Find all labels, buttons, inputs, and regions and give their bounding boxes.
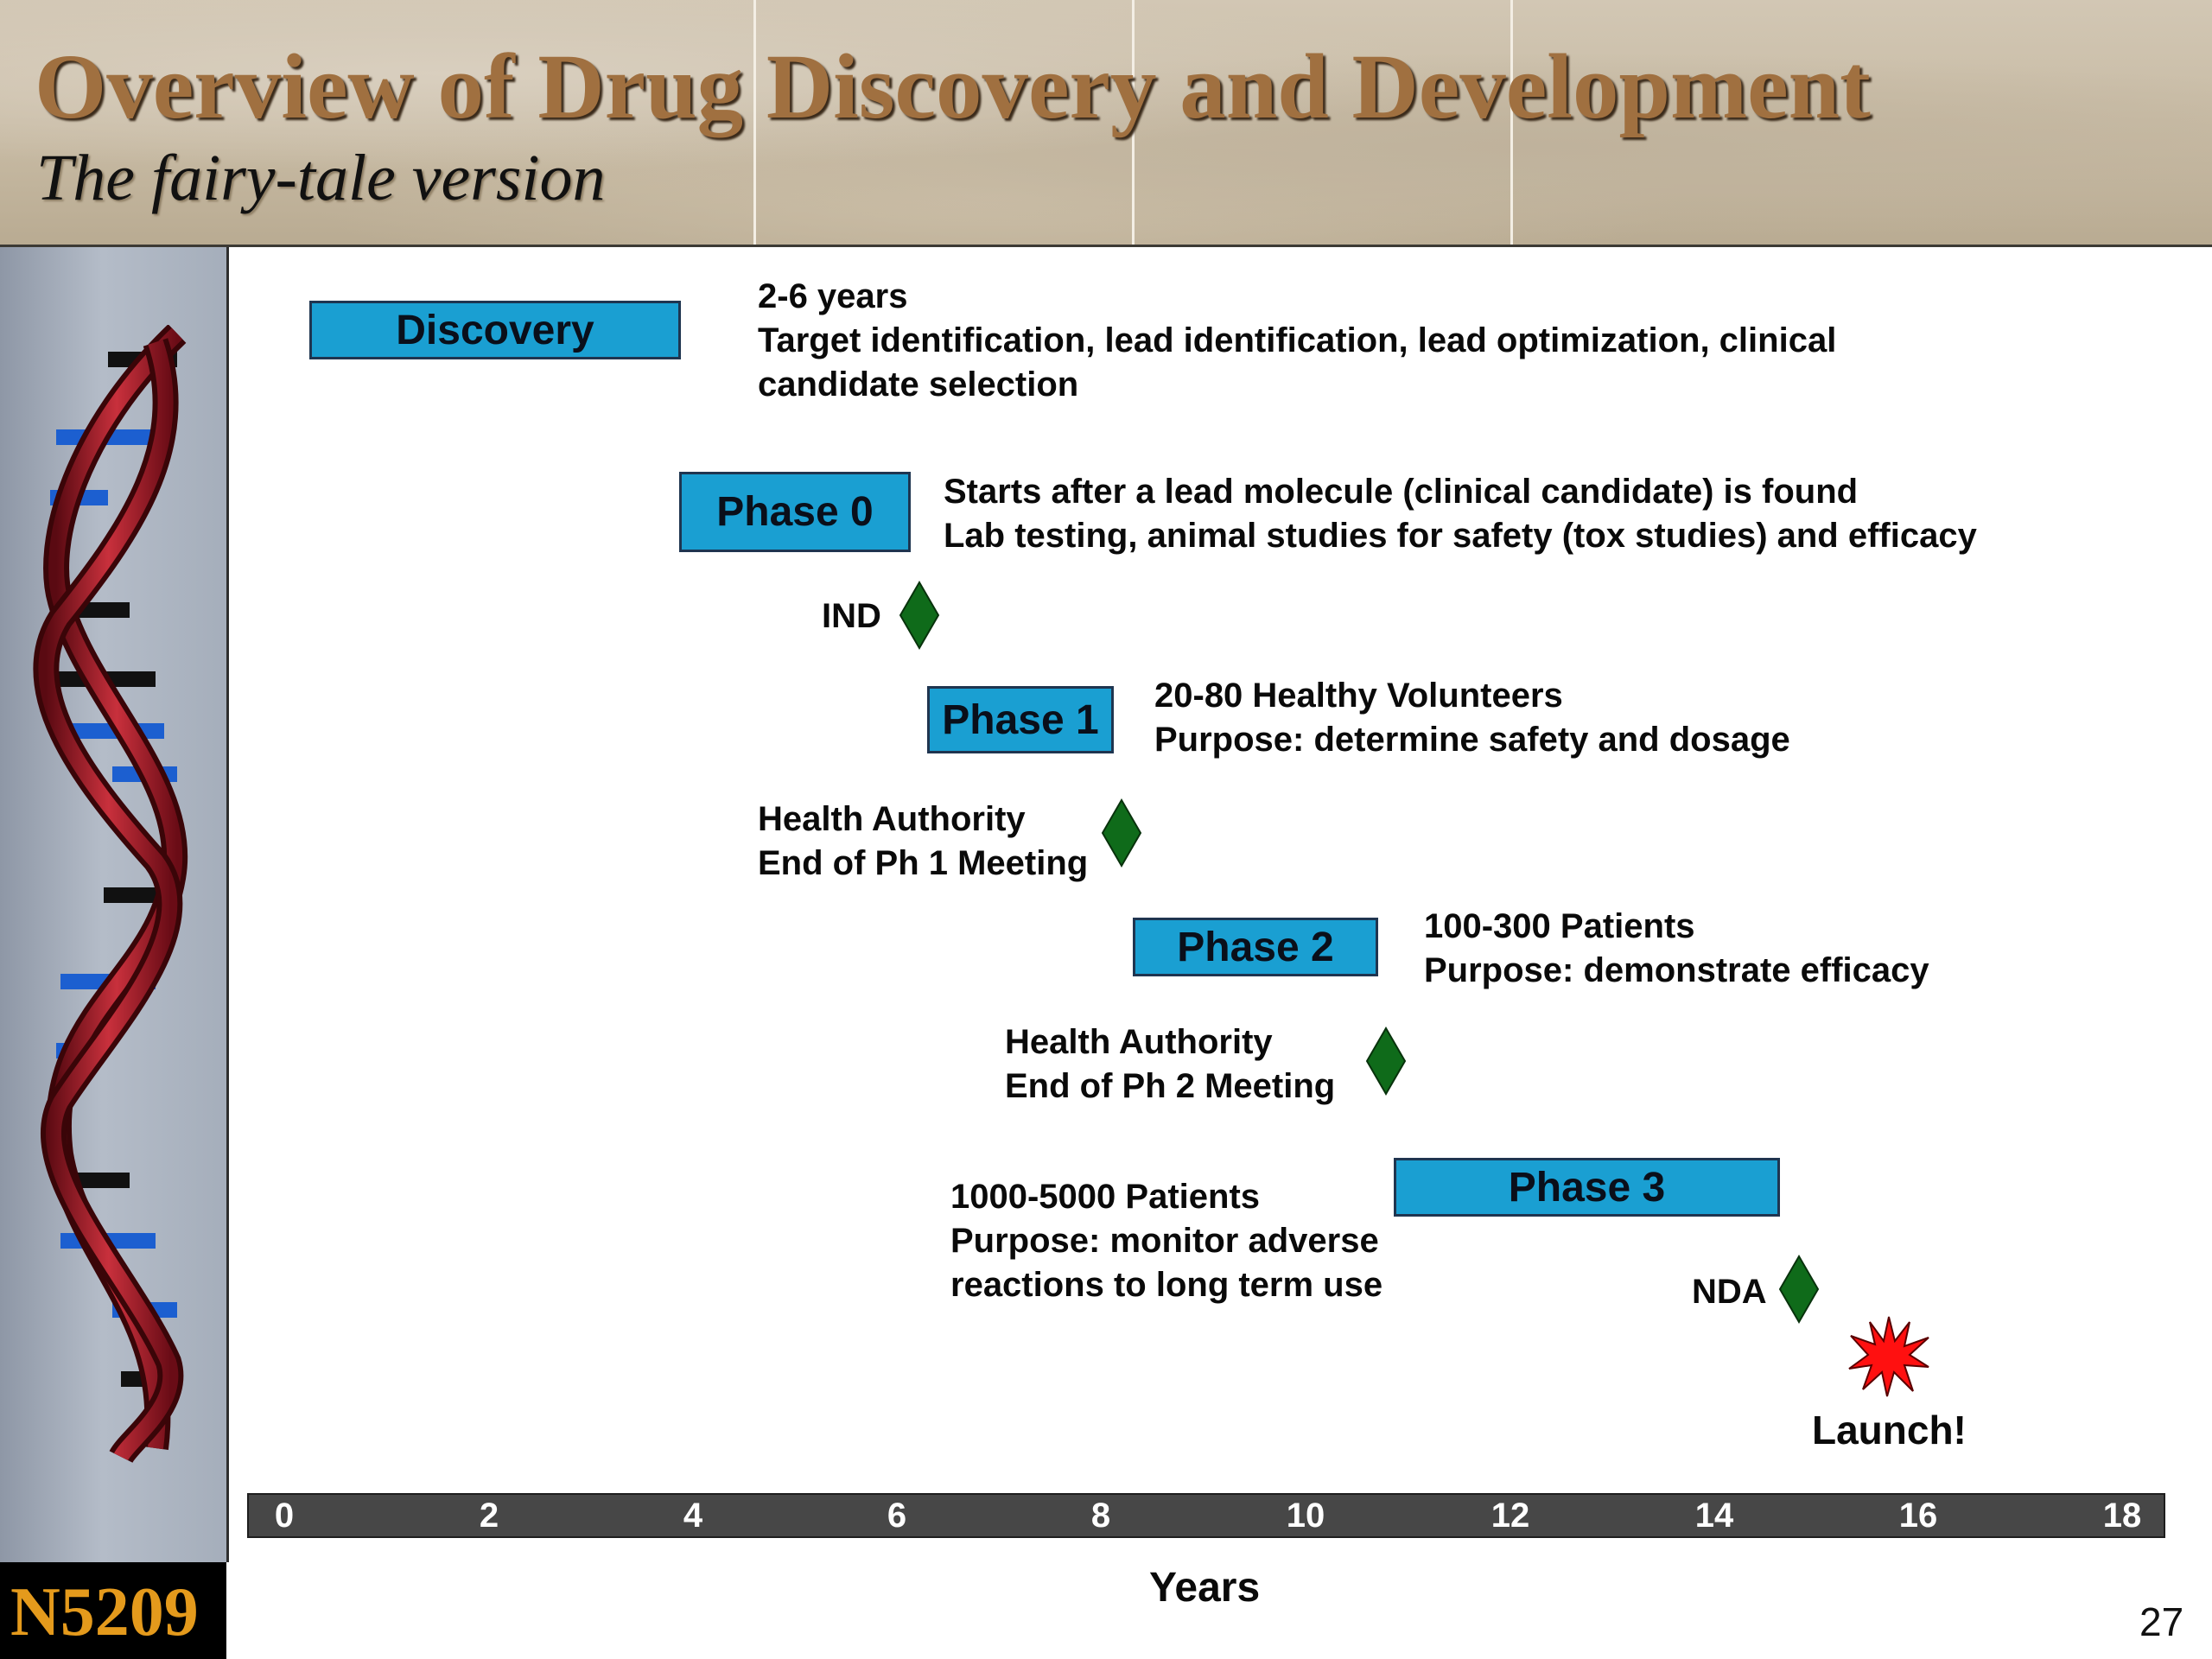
slide-subtitle: The fairy-tale version <box>36 142 606 214</box>
phase-0-description-line1: Starts after a lead molecule (clinical c… <box>944 473 1859 511</box>
discovery-duration: 2-6 years <box>758 277 908 315</box>
milestone-end-ph2-line2: End of Ph 2 Meeting <box>1005 1067 1336 1105</box>
phase-1-description-line2: Purpose: determine safety and dosage <box>1154 721 1790 759</box>
phase-3-description-line2: Purpose: monitor adverse <box>950 1222 1379 1260</box>
title-banner: Overview of Drug Discovery and Developme… <box>0 0 2212 247</box>
phase-bar-phase-2: Phase 2 <box>1133 918 1378 976</box>
phase-3-description-line3: reactions to long term use <box>950 1266 1383 1304</box>
phase-bar-phase-3: Phase 3 <box>1394 1158 1780 1217</box>
page-number: 27 <box>2139 1599 2184 1644</box>
timeline-axis <box>247 1493 2165 1538</box>
diamond-icon <box>1101 798 1142 868</box>
phase-3-description-line1: 1000-5000 Patients <box>950 1178 1261 1216</box>
phase-1-description-line1: 20-80 Healthy Volunteers <box>1154 677 1563 715</box>
diamond-icon <box>899 581 940 650</box>
burst-star-icon <box>1848 1316 1929 1397</box>
course-code: N5209 <box>10 1574 199 1650</box>
axis-tick: 16 <box>1898 1497 1938 1535</box>
discovery-description-line2: candidate selection <box>758 365 1079 404</box>
axis-tick: 2 <box>479 1497 499 1535</box>
phase-2-description-line2: Purpose: demonstrate efficacy <box>1424 951 1929 989</box>
axis-tick: 4 <box>683 1497 703 1535</box>
axis-tick: 8 <box>1090 1497 1111 1535</box>
slide-title: Overview of Drug Discovery and Developme… <box>35 36 1871 138</box>
milestone-end-ph2-line1: Health Authority <box>1005 1023 1273 1061</box>
milestone-end-ph1-line1: Health Authority <box>758 800 1026 838</box>
axis-tick: 0 <box>274 1497 295 1535</box>
milestone-end-ph1-line2: End of Ph 1 Meeting <box>758 844 1089 882</box>
discovery-description-line1: Target identification, lead identificati… <box>758 321 1837 359</box>
launch-label: Launch! <box>1812 1408 1967 1452</box>
phase-0-description-line2: Lab testing, animal studies for safety (… <box>944 517 1977 555</box>
axis-tick: 10 <box>1286 1497 1325 1535</box>
axis-tick: 6 <box>887 1497 907 1535</box>
diamond-icon <box>1778 1255 1820 1324</box>
diamond-icon <box>1365 1027 1407 1096</box>
milestone-nda-label: NDA <box>1692 1273 1767 1311</box>
dna-helix-icon <box>33 325 188 1464</box>
milestone-ind-label: IND <box>822 597 881 635</box>
axis-label: Years <box>1149 1565 1261 1611</box>
left-sidebar <box>0 247 229 1562</box>
phase-bar-phase-0: Phase 0 <box>679 472 911 552</box>
axis-tick: 12 <box>1491 1497 1530 1535</box>
axis-tick: 14 <box>1694 1497 1734 1535</box>
axis-tick: 18 <box>2102 1497 2142 1535</box>
phase-bar-discovery: Discovery <box>309 301 681 359</box>
phase-bar-phase-1: Phase 1 <box>927 686 1114 753</box>
course-code-box: N5209 <box>0 1562 226 1659</box>
phase-2-description-line1: 100-300 Patients <box>1424 907 1695 945</box>
